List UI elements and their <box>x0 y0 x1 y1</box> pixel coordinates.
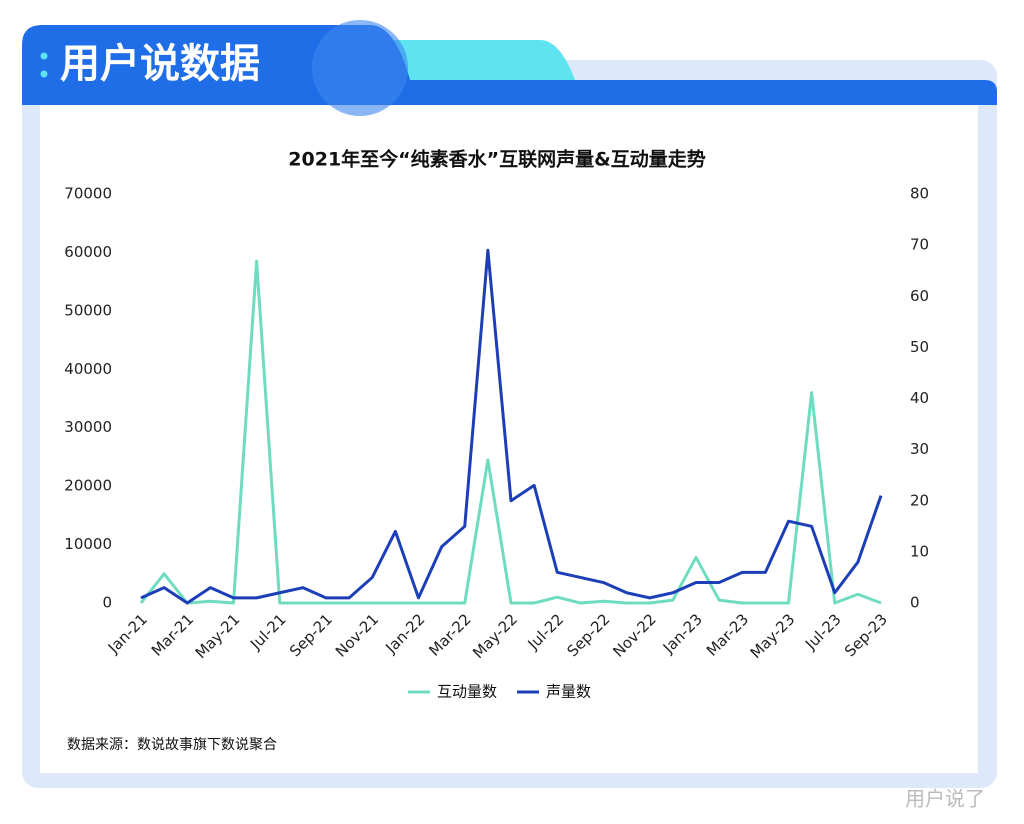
header-bar <box>22 25 997 105</box>
card <box>40 100 978 773</box>
header-dot <box>40 70 48 78</box>
y2-tick-label: 20 <box>910 491 929 509</box>
y-tick-label: 40000 <box>64 360 112 378</box>
y2-tick-label: 60 <box>910 287 929 305</box>
y-tick-label: 70000 <box>64 185 112 203</box>
header-tab <box>390 40 575 80</box>
y2-tick-label: 80 <box>910 185 929 203</box>
y2-tick-label: 0 <box>910 594 920 612</box>
legend-label: 互动量数 <box>437 683 497 701</box>
y2-tick-label: 30 <box>910 440 929 458</box>
y-tick-label: 20000 <box>64 477 112 495</box>
chart-title: 2021年至今“纯素香水”互联网声量&互动量走势 <box>288 148 705 171</box>
legend-label: 声量数 <box>546 683 591 701</box>
y-tick-label: 30000 <box>64 418 112 436</box>
series-line <box>140 248 883 605</box>
header-decoration <box>312 20 408 116</box>
y2-tick-label: 10 <box>910 542 929 560</box>
header-title: 用户说数据 <box>60 41 260 87</box>
header-dot <box>40 52 48 60</box>
y-tick-label: 60000 <box>64 243 112 261</box>
source-note: 数据来源：数说故事旗下数说聚合 <box>67 737 277 753</box>
watermark: 用户说了 <box>905 787 985 811</box>
y-tick-label: 0 <box>102 594 112 612</box>
y2-tick-label: 50 <box>910 338 929 356</box>
y-tick-label: 10000 <box>64 535 112 553</box>
y2-tick-label: 70 <box>910 236 929 254</box>
series-line <box>139 259 882 605</box>
y-tick-label: 50000 <box>64 301 112 319</box>
y2-tick-label: 40 <box>910 389 929 407</box>
